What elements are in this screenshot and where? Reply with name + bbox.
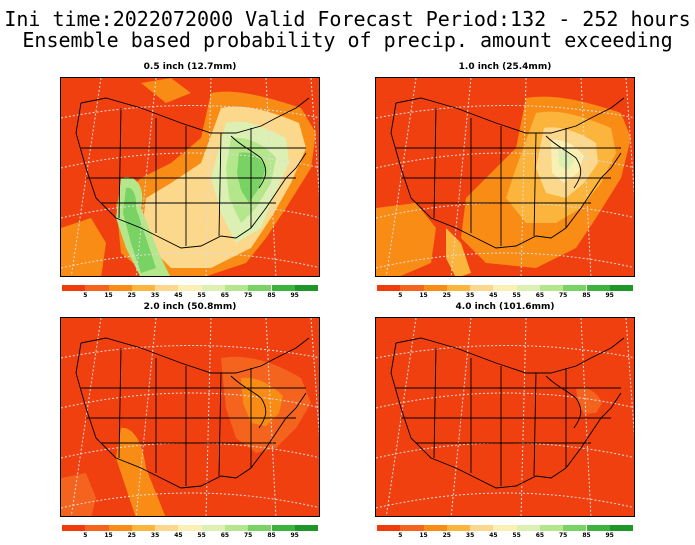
panel-label: 2.0 inch (50.8mm)	[143, 302, 237, 312]
colorbar-tick: 35	[465, 532, 475, 539]
probability-map	[60, 317, 320, 517]
panel-2p0-inch: 2.0 inch (50.8mm)	[60, 302, 320, 539]
panel-label: 4.0 inch (101.6mm)	[455, 302, 555, 312]
colorbar-tick: 85	[267, 292, 276, 299]
colorbar-tick: 25	[442, 292, 451, 299]
colorbar-tick: 95	[605, 292, 614, 299]
panel-1p0-inch: 1.0 inch (25.4mm)	[375, 62, 635, 299]
colorbar-tick: 15	[419, 532, 428, 539]
probability-map	[60, 77, 320, 277]
colorbar-tick: 15	[419, 292, 428, 299]
colorbar-tick: 35	[150, 292, 160, 299]
title-line-1: Ini time:2022072000 Valid Forecast Perio…	[4, 7, 691, 31]
colorbar-tick: 75	[559, 532, 568, 539]
colorbar-tick: 25	[127, 532, 136, 539]
colorbar-tick: 15	[104, 532, 113, 539]
colorbar-tick: 65	[535, 532, 545, 539]
colorbar-tick: 85	[582, 292, 591, 299]
colorbar-tick: 55	[197, 292, 206, 299]
colorbar-tick: 95	[290, 532, 299, 539]
colorbar-tick: 15	[104, 292, 113, 299]
colorbar-tick: 25	[127, 292, 136, 299]
colorbar-tick: 55	[197, 532, 206, 539]
colorbar: 5 15 25 35 45 55 65 75 85 95	[377, 285, 633, 303]
colorbar-tick: 75	[559, 292, 568, 299]
probability-map	[375, 77, 635, 277]
colorbar-tick: 45	[174, 532, 183, 539]
colorbar-tick: 95	[605, 532, 614, 539]
colorbar-tick: 85	[267, 532, 276, 539]
colorbar-tick: 5	[398, 532, 403, 539]
colorbar-tick: 75	[244, 292, 253, 299]
colorbar-tick: 5	[83, 532, 88, 539]
colorbar-tick: 35	[150, 532, 160, 539]
panel-0p5-inch: 0.5 inch (12.7mm)	[60, 62, 320, 299]
colorbar-tick: 85	[582, 532, 591, 539]
colorbar: 5 15 25 35 45 55 65 75 85 95	[377, 525, 633, 543]
colorbar-tick: 55	[512, 532, 521, 539]
panel-label: 0.5 inch (12.7mm)	[143, 62, 237, 72]
colorbar-tick: 5	[398, 292, 403, 299]
colorbar-tick: 5	[83, 292, 88, 299]
colorbar-tick: 45	[489, 532, 498, 539]
colorbar: 5 15 25 35 45 55 65 75 85 95	[62, 285, 318, 303]
colorbar-tick: 25	[442, 532, 451, 539]
colorbar-tick: 95	[290, 292, 299, 299]
colorbar-tick: 65	[220, 292, 230, 299]
colorbar: 5 15 25 35 45 55 65 75 85 95	[62, 525, 318, 543]
panel-label: 1.0 inch (25.4mm)	[458, 62, 552, 72]
colorbar-tick: 55	[512, 292, 521, 299]
colorbar-tick: 45	[489, 292, 498, 299]
colorbar-tick: 35	[465, 292, 475, 299]
colorbar-tick: 65	[220, 532, 230, 539]
probability-map	[375, 317, 635, 517]
title-line-2: Ensemble based probability of precip. am…	[22, 28, 673, 52]
colorbar-tick: 45	[174, 292, 183, 299]
colorbar-tick: 75	[244, 532, 253, 539]
panel-4p0-inch: 4.0 inch (101.6mm)	[375, 302, 635, 539]
colorbar-tick: 65	[535, 292, 545, 299]
